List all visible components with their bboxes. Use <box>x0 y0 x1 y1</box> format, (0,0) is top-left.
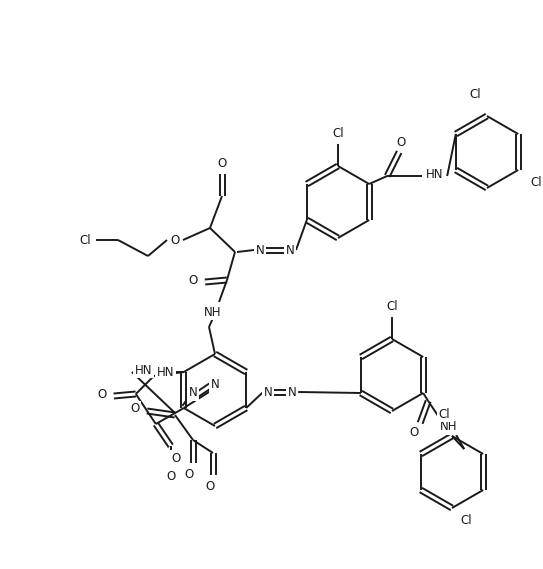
Text: O: O <box>166 469 175 483</box>
Text: O: O <box>171 233 180 246</box>
Text: O: O <box>396 135 406 149</box>
Text: O: O <box>409 427 419 439</box>
Text: O: O <box>130 402 140 415</box>
Text: Cl: Cl <box>460 513 472 526</box>
Text: O: O <box>185 468 194 481</box>
Text: NH: NH <box>439 420 457 434</box>
Text: Cl: Cl <box>79 233 91 246</box>
Text: N: N <box>188 386 197 399</box>
Text: NH: NH <box>204 306 222 319</box>
Text: O: O <box>171 451 180 464</box>
Text: O: O <box>205 480 214 493</box>
Text: Cl: Cl <box>386 299 398 312</box>
Text: Cl: Cl <box>469 88 481 101</box>
Text: O: O <box>217 156 226 170</box>
Text: N: N <box>211 378 219 391</box>
Text: N: N <box>288 386 296 398</box>
Text: Cl: Cl <box>332 126 344 139</box>
Text: N: N <box>256 244 264 257</box>
Text: Cl: Cl <box>531 175 542 188</box>
Text: HN: HN <box>135 364 153 377</box>
Text: HN: HN <box>425 167 443 180</box>
Text: N: N <box>264 386 273 398</box>
Text: HN: HN <box>157 365 174 378</box>
Text: O: O <box>97 387 106 401</box>
Text: Cl: Cl <box>438 407 450 420</box>
Text: O: O <box>188 274 198 287</box>
Text: N: N <box>286 244 294 257</box>
